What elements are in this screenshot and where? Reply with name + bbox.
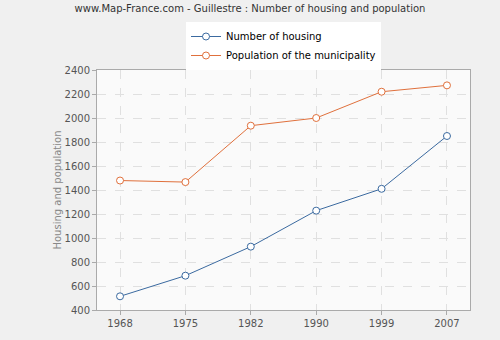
svg-text:800: 800 [71,257,90,268]
svg-text:2007: 2007 [434,318,459,329]
svg-text:www.Map-France.com - Guillestr: www.Map-France.com - Guillestre : Number… [75,3,426,14]
svg-text:Population of the municipality: Population of the municipality [226,50,376,61]
svg-text:600: 600 [71,281,90,292]
svg-text:2000: 2000 [65,113,90,124]
svg-text:Number of housing: Number of housing [226,31,322,42]
svg-text:1968: 1968 [107,318,132,329]
svg-text:1999: 1999 [369,318,394,329]
svg-text:1000: 1000 [65,233,90,244]
svg-text:Housing and population: Housing and population [52,130,63,249]
svg-text:2400: 2400 [65,65,90,76]
svg-text:1975: 1975 [173,318,198,329]
svg-text:1990: 1990 [303,318,328,329]
svg-text:400: 400 [71,305,90,316]
svg-text:1982: 1982 [238,318,263,329]
svg-text:1600: 1600 [65,161,90,172]
svg-text:2200: 2200 [65,89,90,100]
svg-text:1400: 1400 [65,185,90,196]
svg-text:1200: 1200 [65,209,90,220]
svg-text:1800: 1800 [65,137,90,148]
